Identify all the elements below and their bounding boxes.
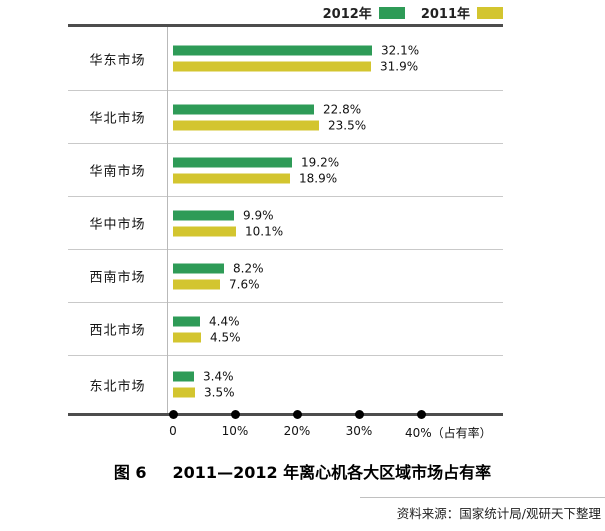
source-divider: [360, 497, 605, 498]
value-label: 4.5%: [210, 330, 241, 344]
value-label: 23.5%: [328, 118, 367, 132]
bar-group: 4.4% 4.5%: [173, 314, 241, 345]
value-label: 7.6%: [229, 277, 260, 291]
chart-row: 华东市场 32.1% 31.9%: [68, 27, 503, 91]
value-label: 31.9%: [380, 59, 419, 74]
tick-label: 0: [169, 424, 177, 438]
value-label: 18.9%: [299, 171, 338, 185]
bar-series-1: [173, 120, 319, 130]
value-label: 19.2%: [301, 155, 340, 169]
bar-series-1: [173, 387, 195, 398]
bar-group: 8.2% 7.6%: [173, 261, 264, 292]
bar-series-0: [173, 45, 372, 56]
value-label: 10.1%: [245, 224, 284, 238]
chart-top-border: [68, 24, 503, 27]
figure-caption: 图 6 2011—2012 年离心机各大区域市场占有率: [0, 459, 605, 483]
value-label: 32.1%: [381, 43, 420, 58]
chart-row: 华北市场 22.8% 23.5%: [68, 91, 503, 144]
bar-group: 3.4% 3.5%: [173, 369, 235, 400]
tick-label: 20%: [283, 424, 311, 438]
chart-row: 西北市场 4.4% 4.5%: [68, 303, 503, 356]
tick-label: 10%: [221, 424, 249, 438]
chart-row: 东北市场 3.4% 3.5%: [68, 356, 503, 413]
x-axis-line: [68, 413, 503, 416]
tick-label: 40%（占有率）: [405, 426, 492, 440]
bar-series-0: [173, 104, 314, 114]
figure-title: 2011—2012 年离心机各大区域市场占有率: [172, 463, 492, 482]
category-label: 华中市场: [89, 217, 146, 233]
bar-series-0: [173, 263, 224, 273]
chart-legend: 2012年 2011年: [323, 3, 503, 22]
value-label: 9.9%: [243, 208, 274, 222]
category-label: 华北市场: [89, 111, 146, 127]
bar-group: 19.2% 18.9%: [173, 155, 339, 186]
legend-swatch-2012-icon: [378, 6, 405, 19]
bar-series-0: [173, 157, 292, 167]
chart-row: 华南市场 19.2% 18.9%: [68, 144, 503, 197]
bar-series-1: [173, 173, 290, 183]
bar-group: 32.1% 31.9%: [173, 43, 419, 74]
tick-dot: [230, 410, 240, 419]
bar-series-1: [173, 226, 236, 236]
category-label: 西南市场: [89, 270, 146, 286]
category-label: 东北市场: [89, 379, 146, 394]
value-label: 8.2%: [233, 261, 264, 275]
tick-dot: [168, 410, 178, 419]
category-label: 华东市场: [89, 53, 146, 68]
chart-row: 西南市场 8.2% 7.6%: [68, 250, 503, 303]
category-label: 西北市场: [89, 323, 146, 339]
bar-series-1: [173, 61, 371, 72]
source-note: 资料来源：国家统计局/观研天下整理: [396, 506, 601, 521]
bar-series-0: [173, 210, 234, 220]
bar-chart: 华东市场 32.1% 31.9% 华北市场 22.8% 23.5% 华南市场 19.2% 18.…: [68, 24, 503, 440]
legend-item-2012: 2012年: [323, 3, 405, 22]
tick-dot: [416, 410, 426, 419]
bar-series-1: [173, 279, 220, 289]
legend-label-2012: 2012年: [322, 7, 372, 22]
value-label: 4.4%: [209, 314, 240, 328]
bar-series-1: [173, 332, 201, 342]
legend-item-2011: 2011年: [421, 3, 503, 22]
bar-group: 9.9% 10.1%: [173, 208, 283, 239]
bar-series-0: [173, 316, 200, 326]
chart-row: 华中市场 9.9% 10.1%: [68, 197, 503, 250]
tick-dot: [354, 410, 364, 419]
legend-swatch-2011-icon: [477, 6, 503, 19]
category-label: 华南市场: [89, 164, 146, 180]
value-label: 22.8%: [323, 102, 362, 116]
value-label: 3.5%: [204, 385, 235, 400]
legend-label-2011: 2011年: [420, 7, 470, 22]
tick-label: 30%: [345, 424, 373, 438]
figure-number: 图 6: [113, 463, 147, 482]
chart-rows: 华东市场 32.1% 31.9% 华北市场 22.8% 23.5% 华南市场 19.2% 18.…: [68, 27, 503, 413]
value-label: 3.4%: [203, 369, 234, 384]
bar-group: 22.8% 23.5%: [173, 102, 366, 133]
bar-series-0: [173, 371, 194, 382]
tick-dot: [292, 410, 302, 419]
axis-vertical-line: [167, 27, 168, 413]
